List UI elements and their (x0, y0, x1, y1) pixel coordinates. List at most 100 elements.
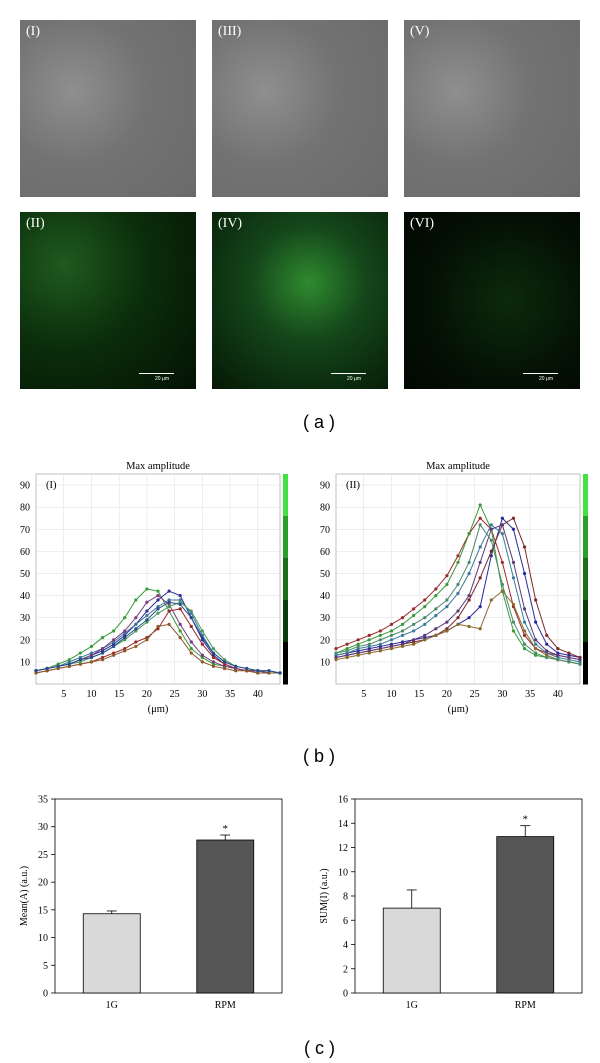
data-point (67, 662, 71, 666)
y-tick-label: 10 (20, 657, 30, 668)
y-tick-label: 80 (320, 503, 330, 514)
data-point (123, 616, 127, 620)
data-point (445, 574, 449, 578)
data-point (500, 589, 504, 593)
data-point (178, 635, 182, 640)
data-point (211, 664, 216, 668)
data-point (545, 655, 549, 660)
data-point (112, 640, 116, 644)
data-point (67, 664, 71, 668)
data-point (556, 653, 560, 657)
data-point (145, 638, 149, 642)
data-point (89, 655, 94, 660)
data-point (200, 635, 204, 640)
caption-c: ( c ) (304, 1038, 335, 1058)
line-chart-max-amplitude-II: 5 10 15 20 25 30 35 40 10 20 30 40 50 60 70 80 90 Max amp… (320, 461, 588, 715)
data-point (456, 622, 460, 626)
data-point (367, 651, 371, 655)
data-point (156, 593, 160, 598)
micrograph-fluorescence-IV: (IV) 20 μm (212, 212, 388, 389)
data-point (167, 622, 171, 626)
data-point (478, 545, 482, 549)
data-point (112, 638, 116, 642)
data-point (178, 600, 182, 604)
data-point (522, 620, 527, 624)
data-point (234, 664, 238, 668)
data-point (478, 516, 482, 520)
data-point (378, 647, 382, 651)
data-point (123, 649, 127, 653)
data-point (434, 587, 438, 591)
chart-tag: (II) (346, 480, 360, 491)
bar-chart-mean-a: 0 5 10 15 20 25 30 35 Mean(A) (a.u.) 1G RPM * (19, 795, 283, 1011)
scale-text: 20 μm (347, 376, 361, 382)
plot-frame (54, 798, 283, 994)
data-point (100, 658, 105, 662)
data-point (434, 607, 438, 611)
scale-bar (139, 373, 174, 374)
y-tick-label: 90 (20, 481, 30, 492)
data-point (234, 669, 238, 673)
data-point (222, 658, 227, 662)
data-point (178, 607, 182, 611)
data-point (522, 642, 527, 646)
data-point (378, 644, 382, 649)
x-tick-label: 30 (197, 689, 207, 700)
data-point (389, 633, 394, 637)
data-point (423, 638, 427, 642)
data-point (334, 647, 338, 651)
data-point (34, 669, 38, 673)
data-point (522, 647, 527, 651)
data-point (222, 664, 227, 668)
data-point (100, 649, 105, 653)
data-point (134, 616, 138, 620)
data-point (345, 655, 349, 660)
data-point (367, 649, 371, 653)
y-tick-label: 70 (20, 525, 30, 536)
data-point (545, 651, 549, 655)
y-tick-label: 25 (38, 850, 48, 861)
data-point (522, 633, 527, 637)
data-point (389, 642, 394, 646)
data-point (511, 576, 516, 580)
data-point (489, 554, 493, 558)
data-point (45, 666, 49, 671)
data-point (567, 658, 571, 662)
data-point (112, 642, 116, 646)
data-point (522, 607, 527, 611)
panel-label: (VI) (410, 216, 435, 231)
y-tick-label: 80 (20, 503, 30, 514)
colorbar-segment (583, 474, 588, 517)
data-point (511, 620, 516, 624)
y-tick-label: 30 (320, 613, 330, 624)
data-point (345, 651, 349, 655)
y-tick-label: 30 (38, 822, 48, 833)
data-point (489, 598, 493, 602)
y-tick-label: 8 (343, 892, 348, 903)
y-tick-label: 6 (343, 916, 348, 927)
data-point (67, 658, 71, 662)
data-point (222, 662, 227, 666)
data-point (123, 629, 127, 633)
caption-a: ( a ) (303, 412, 336, 432)
data-point (45, 669, 49, 673)
data-point (412, 613, 416, 618)
y-tick-label: 10 (338, 867, 348, 878)
data-point (400, 633, 405, 637)
colorbar-segment (283, 642, 288, 685)
data-point (489, 527, 493, 531)
data-point (400, 622, 405, 626)
x-tick-label: 35 (225, 689, 235, 700)
data-point (545, 653, 549, 657)
y-tick-label: 60 (20, 547, 30, 558)
data-point (423, 598, 427, 602)
x-tick-label: 15 (114, 689, 124, 700)
data-point (356, 653, 360, 657)
data-point (511, 629, 516, 633)
data-point (478, 503, 482, 507)
colorbar-segment (583, 600, 588, 643)
y-tick-label: 5 (43, 961, 48, 972)
data-point (412, 642, 416, 646)
y-axis-label: Mean(A) (a.u.) (19, 866, 30, 926)
data-point (467, 624, 471, 629)
